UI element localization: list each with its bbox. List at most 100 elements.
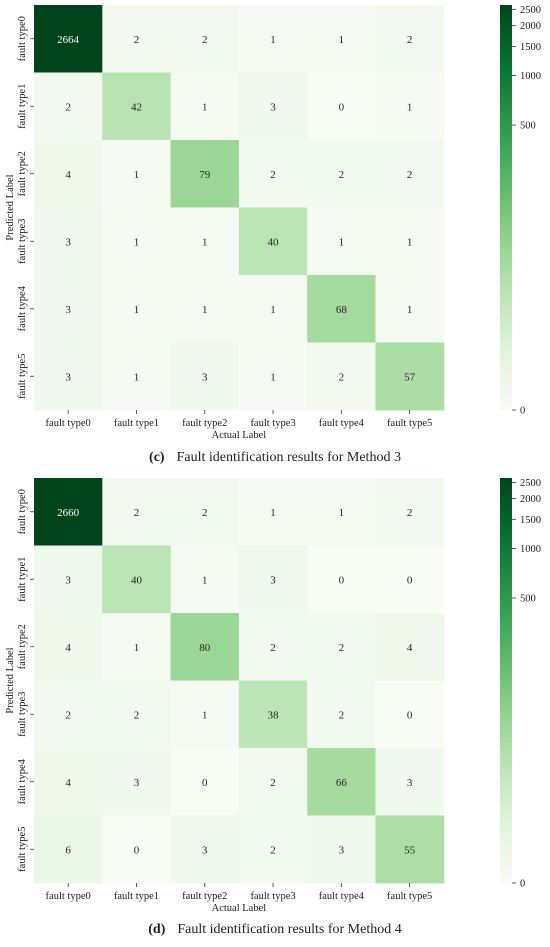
y-tick-label: fault type5 (17, 827, 28, 872)
colorbar-tick-label: 2500 (520, 5, 541, 16)
colorbar-tick-label: 1500 (520, 515, 541, 526)
x-tick-label: fault type2 (182, 418, 227, 429)
cell-value-label: 40 (268, 236, 280, 248)
colorbar-tick-label: 1500 (520, 42, 541, 53)
cell-value-label: 1 (339, 34, 345, 46)
heatmap-cell (34, 207, 103, 276)
cell-value-label: 4 (65, 642, 71, 654)
x-tick-label: fault type3 (250, 418, 295, 429)
x-tick-label: fault type1 (114, 891, 159, 902)
cell-value-label: 1 (134, 371, 140, 383)
cell-value-label: 6 (65, 844, 71, 856)
panel-method-4: 2660 2 2 1 1 2 3 40 1 3 0 0 4 1 80 2 2 4 2 2 1 38 2 0 4 3 0 2 66 3 6 0 3… (0, 473, 550, 937)
y-tick-label: fault type3 (17, 219, 28, 264)
cell-value-label: 40 (131, 574, 143, 586)
heatmap-cell (34, 680, 103, 749)
x-tick-label: fault type4 (319, 418, 365, 429)
heatmap-cell (375, 680, 445, 749)
heatmap-cell (34, 545, 103, 614)
cell-value-label: 2 (270, 777, 276, 789)
cell-value-label: 1 (407, 304, 413, 316)
heatmap-cell (307, 545, 376, 614)
heatmap-cell (34, 72, 103, 141)
cell-value-label: 1 (270, 34, 276, 46)
heatmap-cell (307, 207, 376, 276)
cell-value-label: 4 (65, 777, 71, 789)
heatmap-cell (170, 140, 240, 208)
colorbar-tick-label: 500 (520, 121, 536, 132)
y-tick-label: fault type2 (17, 151, 28, 196)
x-tick-label: fault type3 (250, 891, 295, 902)
heatmap-cell (307, 140, 376, 208)
heatmap-cell (102, 680, 172, 749)
heatmap-cell (307, 72, 376, 141)
heatmap-cell (102, 207, 172, 276)
heatmap-method-3: 2664 2 2 1 1 2 2 42 1 3 0 1 4 1 79 2 2 2 3 1 1 40 1 1 3 1 1 1 68 1 3 1 3… (5, 5, 541, 441)
heatmap-cell (170, 72, 240, 141)
cell-value-label: 2 (339, 169, 345, 181)
cell-value-label: 0 (339, 101, 345, 113)
heatmap-cell (375, 613, 445, 681)
heatmap-cell (307, 815, 376, 884)
heatmap-cell (102, 72, 172, 141)
caption-text: Fault identification results for Method … (176, 450, 401, 465)
heatmap-cell (170, 613, 240, 681)
cell-value-label: 3 (65, 371, 71, 383)
heatmap-cell (170, 815, 240, 884)
cell-value-label: 0 (202, 777, 208, 789)
cell-value-label: 1 (407, 101, 413, 113)
x-tick-label: fault type4 (319, 891, 365, 902)
heatmap-cell (170, 275, 240, 343)
heatmap-cell (307, 680, 376, 749)
cell-value-label: 2 (270, 844, 276, 856)
x-axis-label: Actual Label (212, 903, 267, 914)
heatmap-cell (375, 342, 445, 411)
cell-value-label: 0 (407, 574, 413, 586)
heatmap-cell (102, 815, 172, 884)
heatmap-cell (238, 545, 308, 614)
cell-value-label: 2 (407, 169, 413, 181)
cell-value-label: 1 (339, 507, 345, 519)
cell-value-label: 3 (202, 371, 208, 383)
caption-letter: (d) (148, 922, 166, 937)
cell-value-label: 3 (339, 844, 345, 856)
heatmap-cell (375, 815, 445, 884)
cell-value-label: 1 (339, 236, 345, 248)
caption-method-4: (d) Fault identification results for Meth… (0, 922, 550, 938)
cell-value-label: 38 (268, 709, 280, 721)
heatmap-cell (34, 613, 103, 681)
heatmap-cell (238, 5, 308, 73)
cell-value-label: 2 (134, 507, 140, 519)
heatmap-cell (307, 275, 376, 343)
cell-value-label: 2 (202, 34, 208, 46)
heatmap-cell (102, 478, 172, 546)
cell-value-label: 2 (65, 101, 71, 113)
cell-value-label: 2 (407, 34, 413, 46)
heatmap-cell (170, 680, 240, 749)
heatmap-cell (102, 545, 172, 614)
colorbar-tick-label: 2000 (520, 494, 541, 505)
cell-value-label: 1 (134, 169, 140, 181)
heatmap-cell (170, 207, 240, 276)
heatmap-cell (307, 613, 376, 681)
heatmap-cell (102, 748, 172, 816)
heatmap-cell (375, 478, 445, 546)
colorbar (500, 478, 512, 883)
heatmap-cell (375, 5, 445, 73)
heatmap-cell (375, 545, 445, 614)
heatmap-cell (102, 613, 172, 681)
heatmap-cell (238, 748, 308, 816)
cell-value-label: 1 (270, 304, 276, 316)
heatmap-cell (170, 545, 240, 614)
y-tick-label: fault type5 (17, 354, 28, 399)
cell-value-label: 2 (407, 507, 413, 519)
cell-value-label: 0 (339, 574, 345, 586)
y-tick-label: fault type3 (17, 692, 28, 737)
heatmap-cell (170, 748, 240, 816)
x-tick-label: fault type5 (387, 891, 432, 902)
heatmap-cell (307, 342, 376, 411)
heatmap-cell (307, 478, 376, 546)
cell-value-label: 3 (407, 777, 413, 789)
cell-value-label: 42 (131, 101, 142, 113)
heatmap-cell (238, 478, 308, 546)
